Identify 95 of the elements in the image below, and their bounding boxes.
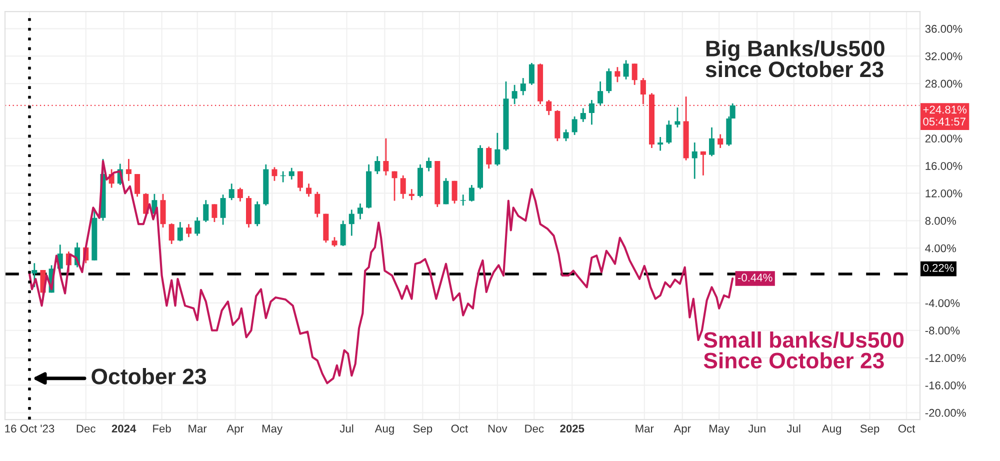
x-tick-label: Apr bbox=[226, 424, 244, 435]
x-tick-label: Oct bbox=[898, 424, 916, 433]
candlestick bbox=[357, 202, 363, 220]
candlestick bbox=[623, 60, 629, 80]
x-tick-label: Dec bbox=[525, 424, 544, 433]
x-tick-label: Dec bbox=[76, 424, 96, 433]
y-tick-label: -20.00% bbox=[925, 408, 966, 417]
x-tick-label: 16 Oct '23 bbox=[5, 424, 54, 433]
x-tick-label: Sep bbox=[860, 424, 880, 435]
x-tick-label: Oct bbox=[451, 424, 468, 433]
ref-line-label: 0.22% bbox=[923, 264, 954, 272]
candlestick bbox=[383, 138, 389, 176]
x-tick-label: Mar bbox=[188, 424, 207, 433]
candlestick bbox=[700, 150, 706, 176]
candlestick bbox=[588, 99, 594, 126]
candlestick bbox=[520, 77, 526, 96]
candlestick bbox=[580, 108, 586, 123]
annotation: October 23 bbox=[92, 368, 206, 384]
x-tick-label: Sep bbox=[413, 424, 432, 435]
candlestick bbox=[460, 194, 466, 206]
x-tick-label: May bbox=[710, 424, 730, 435]
x-tick-label: Feb bbox=[153, 424, 171, 433]
ref-line-label: +24.81% 05:41:57 bbox=[923, 106, 967, 126]
x-tick-label: Aug bbox=[822, 424, 841, 435]
candlestick bbox=[674, 106, 680, 128]
candlestick bbox=[494, 132, 500, 166]
candlestick bbox=[340, 220, 346, 247]
candlestick bbox=[709, 126, 715, 157]
candlestick bbox=[468, 184, 474, 202]
y-tick-label: -4.00% bbox=[925, 299, 960, 308]
x-tick-label: Aug bbox=[374, 424, 394, 435]
candlestick bbox=[563, 128, 569, 142]
candlestick bbox=[528, 62, 534, 86]
x-tick-label: 2024 bbox=[112, 424, 136, 433]
y-tick-label: -8.00% bbox=[925, 326, 960, 335]
candlestick bbox=[160, 193, 166, 228]
candlestick bbox=[666, 120, 672, 145]
candlestick bbox=[288, 167, 294, 180]
y-tick-label: -16.00% bbox=[925, 381, 966, 390]
candlestick bbox=[297, 170, 303, 192]
candlestick bbox=[658, 136, 664, 152]
candlestick bbox=[486, 146, 492, 170]
x-tick-label: Jul bbox=[786, 424, 800, 433]
y-tick-label: 4.00% bbox=[925, 244, 956, 252]
candlestick bbox=[220, 194, 226, 226]
y-tick-label: 16.00% bbox=[926, 162, 962, 170]
y-tick-label: 36.00% bbox=[925, 24, 962, 33]
candlestick bbox=[614, 66, 620, 83]
candlestick bbox=[237, 187, 243, 202]
y-tick-label: 12.00% bbox=[926, 190, 962, 198]
candlestick bbox=[332, 236, 338, 248]
candlestick bbox=[177, 221, 183, 242]
x-tick-label: 2025 bbox=[560, 424, 584, 433]
x-tick-label: Jun bbox=[748, 424, 766, 433]
candlestick bbox=[203, 199, 209, 223]
y-tick-label: 8.00% bbox=[925, 216, 956, 225]
candlestick bbox=[32, 262, 38, 288]
candlestick bbox=[194, 216, 200, 236]
candlestick bbox=[408, 188, 414, 201]
candlestick bbox=[598, 80, 604, 106]
y-tick-label: 28.00% bbox=[925, 80, 962, 88]
candlestick bbox=[606, 68, 612, 94]
annotation: Big Banks/Us500 since October 23 bbox=[706, 40, 884, 78]
candlestick bbox=[512, 84, 518, 105]
candlestick bbox=[572, 116, 578, 136]
series-label: Small banks/Us500 Since October 23 bbox=[704, 331, 904, 369]
candlestick bbox=[228, 182, 234, 201]
candlestick bbox=[718, 134, 724, 149]
candlestick bbox=[452, 180, 458, 204]
candlestick bbox=[186, 223, 192, 238]
x-tick-label: Mar bbox=[636, 424, 654, 433]
candlestick bbox=[443, 177, 449, 205]
x-tick-label: Nov bbox=[488, 424, 508, 433]
x-tick-label: Jul bbox=[340, 424, 354, 433]
candlestick bbox=[212, 204, 218, 223]
candlestick bbox=[692, 142, 698, 180]
y-tick-label: 20.00% bbox=[925, 134, 962, 143]
y-tick-label: 32.00% bbox=[925, 52, 962, 60]
x-tick-label: May bbox=[262, 424, 283, 435]
candlestick bbox=[134, 173, 140, 198]
data-label: -0.44% bbox=[738, 274, 772, 282]
x-tick-label: Apr bbox=[674, 424, 691, 435]
candlestick bbox=[126, 158, 132, 182]
candlestick bbox=[400, 174, 406, 200]
candlestick bbox=[314, 191, 320, 218]
candlestick bbox=[426, 156, 432, 172]
candlestick bbox=[374, 156, 380, 175]
y-tick-label: -12.00% bbox=[925, 354, 966, 362]
candlestick bbox=[392, 170, 398, 202]
candlestick bbox=[632, 62, 638, 86]
candlestick bbox=[272, 166, 278, 182]
candlestick bbox=[168, 222, 174, 245]
candlestick bbox=[306, 182, 312, 198]
candlestick bbox=[348, 208, 354, 236]
candlestick bbox=[254, 200, 260, 227]
